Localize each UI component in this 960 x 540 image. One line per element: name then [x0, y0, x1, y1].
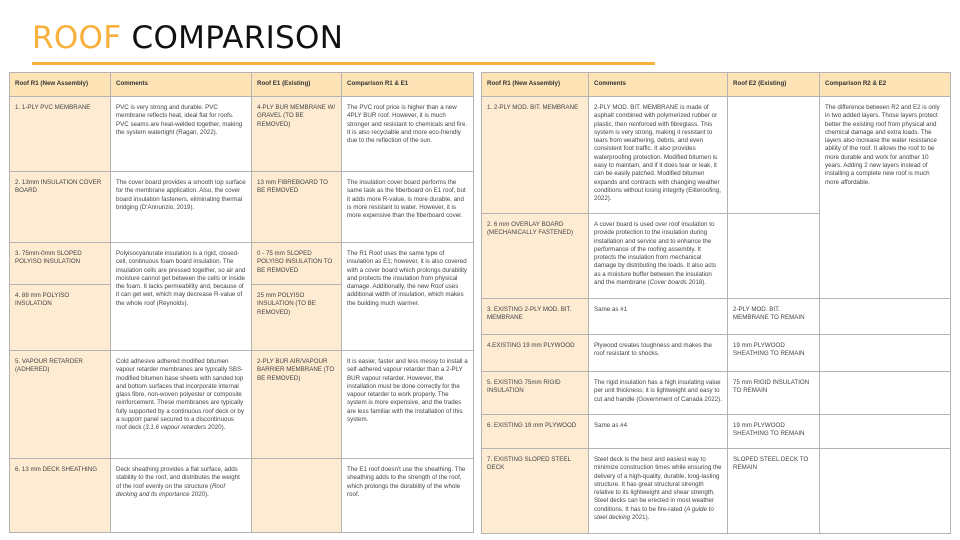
existing-cell: 13 mm FIBREBOARD TO BE REMOVED — [251, 171, 342, 243]
comparison-cell: The E1 roof doesn't use the sheathing. T… — [341, 458, 474, 533]
page-title: ROOF COMPARISON — [32, 20, 343, 56]
comment-text: A cover board is used over roof insulati… — [594, 221, 717, 287]
existing-cell: 2-PLY MOD. BIT. MEMBRANE TO REMAIN — [727, 298, 820, 335]
header-cell: Roof E2 (Existing) — [727, 72, 820, 97]
header-cell: Roof R1 (New Assembly) — [9, 72, 111, 97]
citation: Roof decking and its importance — [116, 482, 226, 498]
comment-tail: 2020). — [189, 490, 209, 498]
table-row: 3. 75mm-0mm SLOPED POLYISO INSULATION Po… — [9, 242, 474, 351]
existing-cell: 19 mm PLYWOOD SHEATHING TO REMAIN — [727, 414, 820, 449]
table-row: 2. 6 mm OVERLAY BOARD (MECHANICALLY FAST… — [481, 213, 951, 299]
comment-text: Deck sheathing provides a flat surface, … — [116, 466, 240, 490]
item-cell: 2. 13mm INSULATION COVER BOARD — [9, 171, 111, 243]
comment-tail: 2020). — [206, 424, 226, 432]
comment-cell: Polyisocyanurate insulation is a rigid, … — [110, 242, 252, 351]
title-underline — [32, 62, 655, 65]
comment-cell: A cover board is used over roof insulati… — [588, 213, 728, 299]
comment-cell: The cover board provides a smooth top su… — [110, 171, 252, 243]
comment-cell: Same as #1 — [588, 298, 728, 335]
comparison-cell: The R1 Roof uses the same type of insula… — [341, 242, 474, 351]
citation: 3.1.6 vapour retarders — [145, 424, 207, 432]
item-cell: 5. VAPOUR RETARDER (ADHERED) — [9, 350, 111, 459]
header-cell: Comparison R1 & E1 — [341, 72, 474, 97]
table-row: 4. 88 mm POLYISO INSULATION 25 mm POLYIS… — [9, 284, 474, 351]
comparison-cell: It is easier, faster and less messy to i… — [341, 350, 474, 459]
comparison-cell — [819, 371, 951, 415]
header-cell: Roof R1 (New Assembly) — [481, 72, 589, 97]
item-cell: 6. EXISTING 19 mm PLYWOOD — [481, 414, 589, 449]
table-row: 4.EXISTING 19 mm PLYWOOD Plywood creates… — [481, 334, 951, 372]
item-cell: 3. 75mm-0mm SLOPED POLYISO INSULATION — [9, 242, 111, 285]
table-row: 6. 13 mm DECK SHEATHING Deck sheathing p… — [9, 458, 474, 533]
comment-cell: Steel deck is the best and easiest way t… — [588, 448, 728, 534]
r1-e1-comparison-table: Roof R1 (New Assembly) Comments Roof E1 … — [9, 72, 474, 533]
citation: Cover boards — [649, 279, 687, 287]
comment-text: Steel deck is the best and easiest way t… — [594, 456, 722, 513]
existing-cell: 4-PLY BUR MEMBRANE W/ GRAVEL (TO BE REMO… — [251, 96, 342, 172]
header-cell: Comparison R2 & E2 — [819, 72, 951, 97]
comparison-cell — [819, 414, 951, 449]
existing-cell — [251, 458, 342, 533]
existing-cell — [727, 96, 820, 214]
comment-cell: PVC is very strong and durable. PVC memb… — [110, 96, 252, 172]
item-cell: 2. 6 mm OVERLAY BOARD (MECHANICALLY FAST… — [481, 213, 589, 299]
comparison-cell — [819, 334, 951, 372]
title-highlight: ROOF — [32, 20, 122, 56]
table-row: 1. 1-PLY PVC MEMBRANE PVC is very strong… — [9, 96, 474, 172]
comment-cell: Cold adhesive adhered modified bitumen v… — [110, 350, 252, 459]
existing-cell: 19 mm PLYWOOD SHEATHING TO REMAIN — [727, 334, 820, 372]
item-cell: 1. 2-PLY MOD. BIT. MEMBRANE — [481, 96, 589, 214]
header-cell: Roof E1 (Existing) — [251, 72, 342, 97]
comparison-cell — [819, 298, 951, 335]
comparison-cell: The PVC roof price is higher than a new … — [341, 96, 474, 172]
existing-cell: 2-PLY BUR AIR/VAPOUR BARRIER MEMBRANE (T… — [251, 350, 342, 459]
table-row: 2. 13mm INSULATION COVER BOARD The cover… — [9, 171, 474, 243]
header-cell: Comments — [588, 72, 728, 97]
table-row: 3. EXISTING 2-PLY MOD. BIT. MEMBRANE Sam… — [481, 298, 951, 335]
item-cell: 5. EXISTING 75mm RIGID INSULATION — [481, 371, 589, 415]
r2-e2-comparison-table: Roof R1 (New Assembly) Comments Roof E2 … — [481, 72, 951, 534]
existing-cell: SLOPED STEEL DECK TO REMAIN — [727, 448, 820, 534]
comment-cell: 2-PLY MOD. BIT. MEMBRANE is made of asph… — [588, 96, 728, 214]
existing-cell: 75 mm RIGID INSULATION TO REMAIN — [727, 371, 820, 415]
table-row: 5. VAPOUR RETARDER (ADHERED) Cold adhesi… — [9, 350, 474, 459]
citation: A guide to steel decking — [594, 505, 714, 522]
table-row: 5. EXISTING 75mm RIGID INSULATION The ri… — [481, 371, 951, 415]
comment-tail: 2021). — [630, 514, 650, 522]
item-cell: 7. EXISTING SLOPED STEEL DECK — [481, 448, 589, 534]
comparison-cell: The insulation cover board performs the … — [341, 171, 474, 243]
comment-cell: Plywood creates toughness and makes the … — [588, 334, 728, 372]
comparison-cell — [819, 448, 951, 534]
item-cell: 4. 88 mm POLYISO INSULATION — [9, 284, 111, 351]
item-cell: 6. 13 mm DECK SHEATHING — [9, 458, 111, 533]
header-cell: Comments — [110, 72, 252, 97]
title-rest: COMPARISON — [131, 20, 344, 56]
comment-text: Cold adhesive adhered modified bitumen v… — [116, 358, 244, 432]
existing-cell: 0 - 75 mm SLOPED POLYISO INSULATION TO B… — [251, 242, 342, 285]
table-header-row: Roof R1 (New Assembly) Comments Roof E2 … — [481, 72, 951, 97]
table-row: 1. 2-PLY MOD. BIT. MEMBRANE 2-PLY MOD. B… — [481, 96, 951, 299]
comment-tail: 2018). — [686, 279, 707, 287]
table-header-row: Roof R1 (New Assembly) Comments Roof E1 … — [9, 72, 474, 97]
item-cell: 3. EXISTING 2-PLY MOD. BIT. MEMBRANE — [481, 298, 589, 335]
existing-cell — [727, 213, 820, 299]
comment-cell: The rigid insulation has a high insulati… — [588, 371, 728, 415]
comparison-cell: The difference between R2 and E2 is only… — [819, 96, 951, 299]
table-row: 6. EXISTING 19 mm PLYWOOD Same as #4 19 … — [481, 414, 951, 449]
existing-cell: 25 mm POLYISO INSULATION (TO BE REMOVED) — [251, 284, 342, 351]
comment-cell: Deck sheathing provides a flat surface, … — [110, 458, 252, 533]
table-row: 7. EXISTING SLOPED STEEL DECK Steel deck… — [481, 448, 951, 534]
comment-cell: Same as #4 — [588, 414, 728, 449]
item-cell: 1. 1-PLY PVC MEMBRANE — [9, 96, 111, 172]
item-cell: 4.EXISTING 19 mm PLYWOOD — [481, 334, 589, 372]
